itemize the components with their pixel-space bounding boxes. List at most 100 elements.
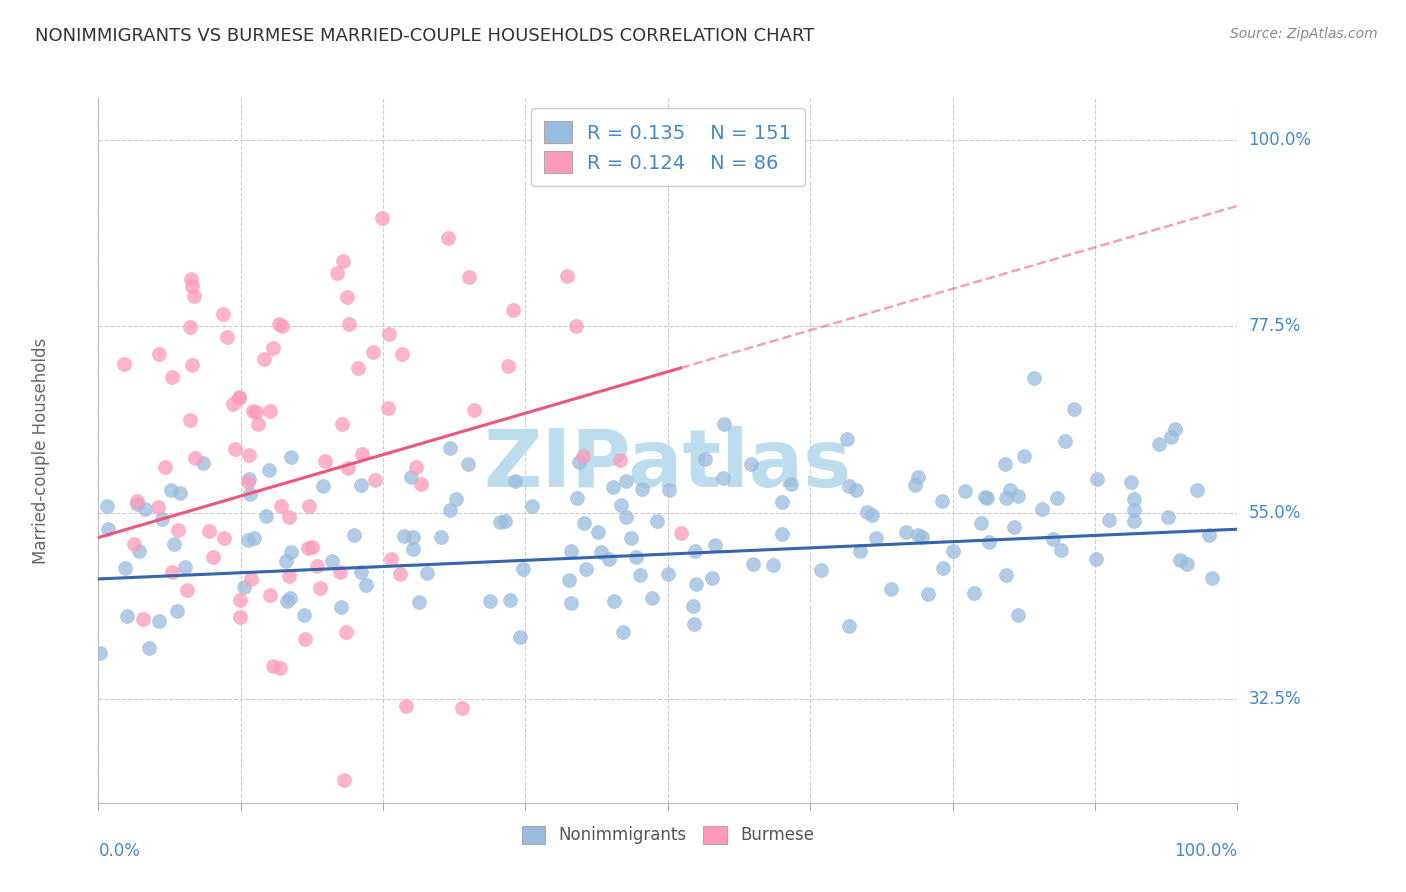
Point — [167, 523, 190, 537]
Point — [602, 480, 624, 494]
Point — [953, 483, 976, 498]
Point — [179, 413, 201, 427]
Point — [631, 482, 654, 496]
Point — [1157, 510, 1180, 524]
Point — [1147, 437, 1170, 451]
Point — [222, 397, 245, 411]
Point — [270, 499, 292, 513]
Point — [267, 317, 290, 331]
Legend: Nonimmigrants, Burmese: Nonimmigrants, Burmese — [515, 819, 821, 851]
Point — [202, 550, 225, 565]
Point — [405, 460, 427, 475]
Point — [770, 494, 793, 508]
Point — [1063, 402, 1085, 417]
Point — [339, 317, 361, 331]
Point — [1170, 553, 1192, 567]
Point — [138, 640, 160, 655]
Point — [321, 554, 343, 568]
Point — [402, 530, 425, 544]
Point — [166, 604, 188, 618]
Text: Married-couple Households: Married-couple Households — [32, 337, 51, 564]
Point — [128, 544, 150, 558]
Point — [907, 528, 929, 542]
Point — [325, 266, 347, 280]
Point — [994, 457, 1017, 471]
Point — [280, 545, 302, 559]
Point — [278, 569, 301, 583]
Point — [380, 552, 402, 566]
Point — [444, 492, 467, 507]
Point — [494, 514, 516, 528]
Point — [391, 347, 413, 361]
Point — [148, 347, 170, 361]
Point — [612, 624, 634, 639]
Point — [176, 583, 198, 598]
Point — [280, 450, 302, 464]
Point — [700, 571, 723, 585]
Point — [236, 533, 259, 547]
Point — [308, 582, 330, 596]
Point — [1175, 557, 1198, 571]
Point — [911, 530, 934, 544]
Point — [257, 463, 280, 477]
Point — [240, 572, 263, 586]
Point — [610, 499, 633, 513]
Point — [860, 508, 883, 523]
Point — [347, 361, 370, 376]
Point — [350, 565, 373, 579]
Point — [1122, 514, 1144, 528]
Point — [134, 502, 156, 516]
Point — [512, 562, 534, 576]
Point — [148, 614, 170, 628]
Point — [591, 545, 613, 559]
Point — [224, 442, 246, 456]
Point — [1187, 483, 1209, 497]
Point — [683, 617, 706, 632]
Point — [238, 449, 260, 463]
Point — [614, 510, 637, 524]
Point — [343, 528, 366, 542]
Point — [685, 577, 707, 591]
Point — [153, 459, 176, 474]
Point — [1198, 528, 1220, 542]
Point — [995, 491, 1018, 506]
Point — [180, 272, 202, 286]
Point — [683, 544, 706, 558]
Text: 100.0%: 100.0% — [1174, 841, 1237, 860]
Point — [1046, 491, 1069, 506]
Point — [1122, 503, 1144, 517]
Point — [335, 624, 357, 639]
Point — [269, 661, 291, 675]
Point — [402, 542, 425, 557]
Point — [742, 557, 765, 571]
Point — [658, 483, 681, 497]
Text: Source: ZipAtlas.com: Source: ZipAtlas.com — [1230, 27, 1378, 41]
Point — [620, 532, 643, 546]
Point — [994, 568, 1017, 582]
Point — [377, 401, 399, 415]
Point — [305, 558, 328, 573]
Point — [253, 352, 276, 367]
Point — [598, 552, 620, 566]
Point — [217, 330, 239, 344]
Point — [245, 405, 267, 419]
Point — [415, 566, 437, 581]
Point — [509, 630, 531, 644]
Point — [274, 554, 297, 568]
Point — [1050, 543, 1073, 558]
Point — [229, 593, 252, 607]
Text: NONIMMIGRANTS VS BURMESE MARRIED-COUPLE HOUSEHOLDS CORRELATION CHART: NONIMMIGRANTS VS BURMESE MARRIED-COUPLE … — [35, 27, 814, 45]
Point — [259, 404, 281, 418]
Point — [411, 477, 433, 491]
Point — [408, 594, 430, 608]
Point — [162, 537, 184, 551]
Point — [711, 471, 734, 485]
Point — [363, 345, 385, 359]
Point — [856, 505, 879, 519]
Point — [197, 524, 219, 538]
Point — [395, 698, 418, 713]
Point — [233, 580, 256, 594]
Point — [657, 567, 679, 582]
Point — [1085, 472, 1108, 486]
Point — [770, 527, 793, 541]
